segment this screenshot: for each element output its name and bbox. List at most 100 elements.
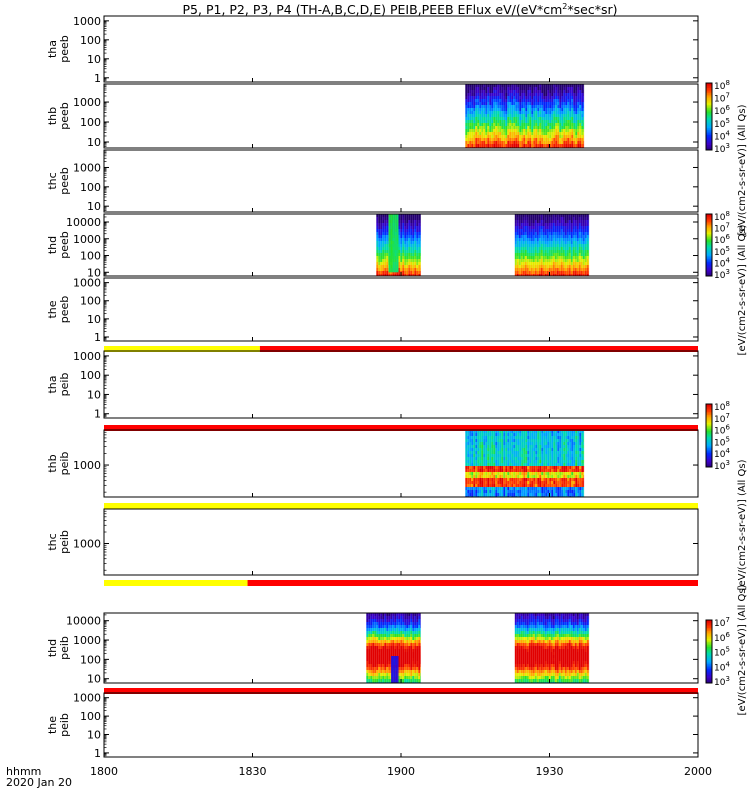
spectrogram-cell	[503, 96, 506, 99]
spectrogram-cell	[493, 442, 496, 445]
spectrogram-cell	[557, 472, 560, 475]
spectrogram-cell	[514, 262, 517, 265]
spectrogram-cell	[526, 232, 529, 235]
spectrogram-cell	[505, 451, 508, 454]
spectrogram-cell	[374, 616, 377, 619]
spectrogram-cell	[499, 460, 502, 463]
spectrogram-cell	[465, 463, 468, 466]
spectrogram-cell	[386, 619, 389, 622]
spectrogram-cell	[555, 460, 558, 463]
spectrogram-cell	[479, 469, 482, 472]
spectrogram-cell	[547, 487, 550, 490]
spectrogram-cell	[564, 244, 567, 247]
spectrogram-cell	[580, 250, 583, 253]
spectrogram-cell	[481, 105, 484, 108]
spectrogram-cell	[398, 265, 401, 268]
spectrogram-cell	[402, 649, 405, 652]
spectrogram-cell	[408, 235, 411, 238]
spectrogram-cell	[561, 439, 564, 442]
spectrogram-cell	[528, 619, 531, 622]
spectrogram-cell	[582, 223, 585, 226]
spectrogram-cell	[543, 445, 546, 448]
spectrogram-cell	[396, 214, 399, 217]
spectrogram-cell	[412, 247, 415, 250]
spectrogram-cell	[522, 670, 525, 673]
spectrogram-cell	[368, 622, 371, 625]
spectrogram-cell	[521, 129, 524, 132]
spectrogram-cell	[538, 274, 541, 276]
spectrogram-cell	[547, 138, 550, 141]
spectrogram-cell	[515, 445, 518, 448]
spectrogram-cell	[522, 226, 525, 229]
spectrogram-cell	[577, 105, 580, 108]
spectrogram-cell	[584, 244, 587, 247]
spectrogram-cell	[524, 238, 527, 241]
spectrogram-cell	[487, 87, 490, 90]
spectrogram-cell	[382, 643, 385, 646]
spectrogram-cell	[514, 676, 517, 679]
spectrogram-cell	[412, 253, 415, 256]
spectrogram-cell	[563, 484, 566, 487]
spectrogram-cell	[534, 259, 537, 262]
spectrogram-cell	[406, 679, 409, 682]
spectrogram-cell	[497, 138, 500, 141]
spectrogram-cell	[384, 265, 387, 268]
spectrogram-cell	[406, 265, 409, 268]
spectrogram-cell	[400, 238, 403, 241]
spectrogram-cell	[414, 220, 417, 223]
spectrogram-cell	[487, 84, 490, 87]
spectrogram-cell	[382, 628, 385, 631]
spectrogram-cell	[518, 613, 521, 616]
spectrogram-cell	[521, 490, 524, 493]
spectrogram-cell	[542, 241, 545, 244]
spectrogram-cell	[534, 238, 537, 241]
spectrogram-cell	[535, 141, 538, 144]
spectrogram-cell	[516, 658, 519, 661]
spectrogram-cell	[491, 93, 494, 96]
spectrogram-cell	[565, 105, 568, 108]
spectrogram-cell	[516, 676, 519, 679]
spectrogram-cell	[543, 135, 546, 138]
spectrogram-cell	[509, 469, 512, 472]
spectrogram-cell	[518, 670, 521, 673]
spectrogram-cell	[406, 637, 409, 640]
spectrogram-cell	[515, 96, 518, 99]
spectrogram-cell	[522, 259, 525, 262]
spectrogram-cell	[517, 132, 520, 135]
spectrogram-cell	[521, 439, 524, 442]
spectrogram-cell	[531, 466, 534, 469]
spectrogram-cell	[558, 244, 561, 247]
spectrogram-cell	[543, 472, 546, 475]
spectrogram-cell	[398, 658, 401, 661]
spectrogram-cell	[514, 625, 517, 628]
spectrogram-cell	[378, 244, 381, 247]
spectrogram-cell	[509, 123, 512, 126]
spectrogram-cell	[392, 643, 395, 646]
spectrogram-cell	[537, 141, 540, 144]
spectrogram-cell	[388, 637, 391, 640]
spectrogram-cell	[505, 93, 508, 96]
spectrogram-cell	[521, 132, 524, 135]
spectrogram-cell	[530, 229, 533, 232]
spectrogram-cell	[418, 244, 421, 247]
spectrogram-cell	[384, 235, 387, 238]
spectrogram-cell	[491, 439, 494, 442]
spectrogram-cell	[569, 472, 572, 475]
spectrogram-cell	[555, 93, 558, 96]
spectrogram-cell	[499, 451, 502, 454]
spectrogram-cell	[368, 652, 371, 655]
spectrogram-cell	[465, 102, 468, 105]
spectrogram-cell	[545, 448, 548, 451]
spectrogram-cell	[550, 262, 553, 265]
spectrogram-cell	[551, 84, 554, 87]
spectrogram-cell	[525, 129, 528, 132]
spectrogram-cell	[581, 126, 584, 129]
spectrogram-cell	[524, 679, 527, 682]
spectrogram-cell	[583, 141, 585, 144]
spectrogram-cell	[517, 466, 520, 469]
spectrogram-cell	[576, 247, 579, 250]
spectrogram-cell	[524, 631, 527, 634]
spectrogram-cell	[392, 262, 395, 265]
spectrogram-cell	[579, 129, 582, 132]
spectrogram-cell	[564, 232, 567, 235]
